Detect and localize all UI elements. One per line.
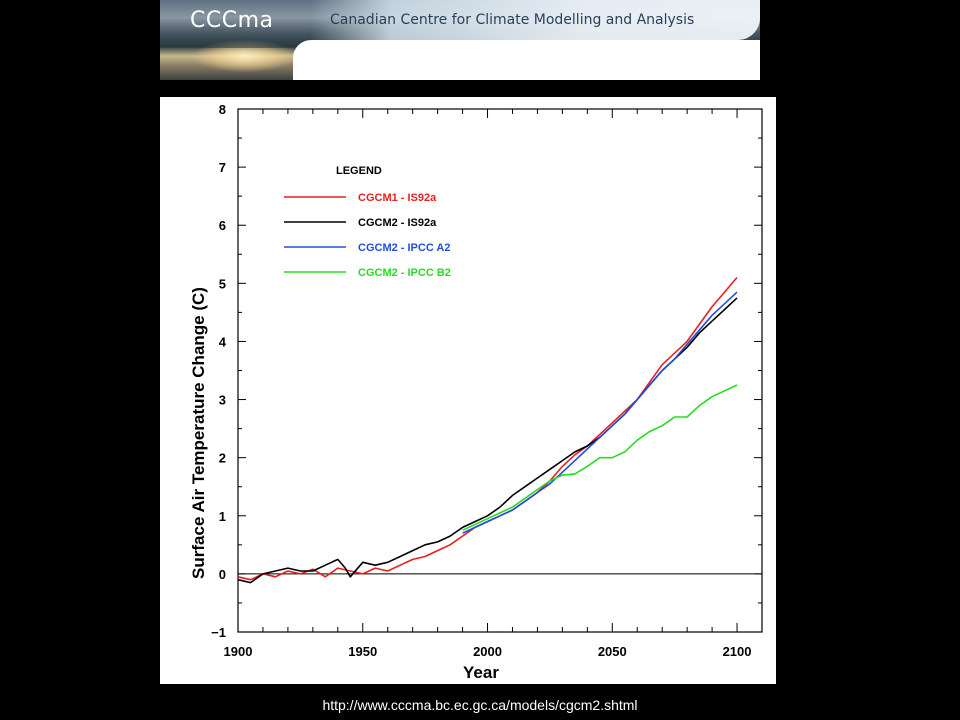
y-tick-label: 4 bbox=[219, 334, 227, 349]
y-tick-label: 0 bbox=[219, 567, 226, 582]
x-tick-label: 2100 bbox=[723, 644, 752, 659]
banner-white-panel bbox=[293, 40, 760, 80]
plot-area-border bbox=[237, 108, 763, 633]
legend-label-4: CGCM2 - IPCC B2 bbox=[358, 267, 451, 279]
y-tick-label: −1 bbox=[211, 625, 226, 640]
legend-label-1: CGCM1 - IS92a bbox=[358, 192, 437, 204]
series-line-4 bbox=[462, 384, 738, 532]
y-tick-label: 3 bbox=[219, 393, 226, 408]
series-line-3 bbox=[462, 291, 738, 534]
legend-title: LEGEND bbox=[336, 165, 382, 177]
chart-panel: −1 0 1 2 3 4 5 6 7 8 1900 1950 2000 2050 2100 LEGEND C… bbox=[160, 97, 776, 684]
legend-label-3: CGCM2 - IPCC A2 bbox=[358, 242, 451, 254]
y-tick-label: 5 bbox=[219, 276, 226, 291]
y-tick-label: 6 bbox=[219, 218, 226, 233]
series-line-1 bbox=[237, 276, 738, 581]
x-tick-label: 1900 bbox=[224, 644, 253, 659]
y-tick-label: 2 bbox=[219, 451, 226, 466]
temperature-chart: −1 0 1 2 3 4 5 6 7 8 1900 1950 2000 2050 2100 LEGEND C… bbox=[189, 102, 763, 682]
y-tick-label: 1 bbox=[219, 509, 226, 524]
source-url[interactable]: http://www.cccma.bc.ec.gc.ca/models/cgcm… bbox=[322, 697, 638, 713]
y-axis-title: Surface Air Temperature Change (C) bbox=[189, 287, 208, 579]
series-line-2 bbox=[237, 297, 738, 584]
x-tick-label: 2000 bbox=[473, 644, 502, 659]
x-tick-label: 2050 bbox=[598, 644, 627, 659]
site-logo[interactable]: CCCma bbox=[190, 8, 274, 33]
site-banner: CCCma Canadian Centre for Climate Modell… bbox=[160, 0, 760, 80]
y-tick-label: 7 bbox=[219, 160, 226, 175]
x-tick-label: 1950 bbox=[348, 644, 377, 659]
org-name: Canadian Centre for Climate Modelling an… bbox=[330, 12, 695, 28]
y-tick-label: 8 bbox=[219, 102, 226, 117]
banner-title-bar bbox=[310, 0, 760, 40]
legend-label-2: CGCM2 - IS92a bbox=[358, 217, 437, 229]
x-axis-title: Year bbox=[463, 663, 499, 682]
